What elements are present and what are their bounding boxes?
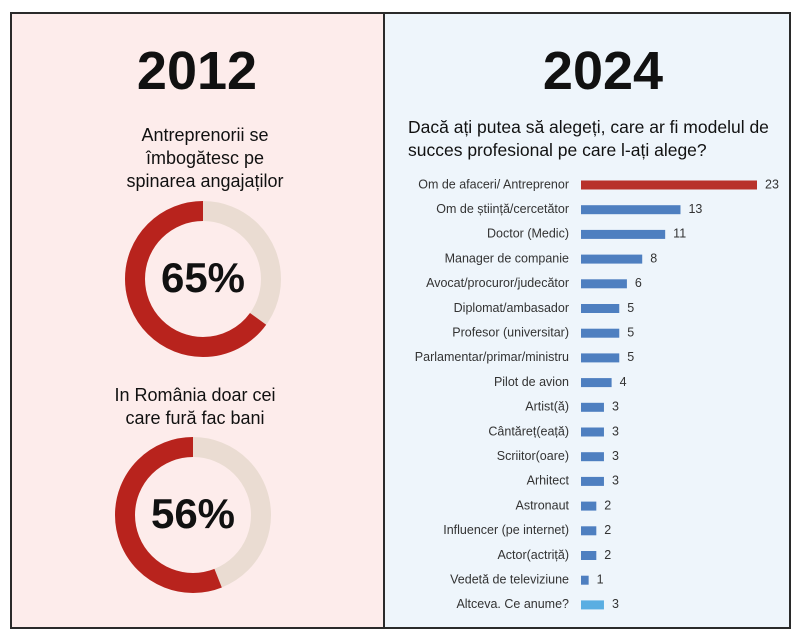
value-label: 1 — [597, 572, 604, 586]
year-heading: 2012 — [136, 41, 258, 101]
value-label: 23 — [765, 177, 779, 191]
value-label: 13 — [688, 202, 702, 216]
bar — [581, 378, 612, 388]
category-label: Astronaut — [515, 498, 569, 512]
bar — [581, 551, 597, 560]
bar — [581, 205, 681, 215]
value-label: 5 — [627, 350, 634, 364]
value-label: 3 — [612, 449, 619, 463]
bar — [581, 526, 597, 536]
category-label: Diplomat/ambasador — [454, 301, 569, 315]
donut-title: Antreprenorii se îmbogătesc pe spinarea … — [126, 125, 284, 191]
value-label: 2 — [604, 523, 611, 537]
donut-label: 56% — [151, 490, 235, 537]
value-label: 5 — [627, 301, 634, 315]
bar — [581, 328, 620, 338]
category-label: Arhitect — [527, 474, 570, 488]
category-label: Om de afaceri/ Antreprenor — [418, 177, 569, 191]
bar — [581, 229, 666, 239]
value-label: 3 — [612, 400, 619, 414]
value-label: 11 — [673, 227, 686, 241]
category-label: Influencer (pe internet) — [443, 523, 569, 537]
bar-title: Dacă ați putea să alegeți, care ar fi mo… — [408, 117, 769, 160]
category-label: Scriitor(oare) — [497, 449, 569, 463]
right-panel — [383, 12, 791, 629]
bar — [581, 304, 620, 313]
bar — [581, 279, 627, 289]
bar — [581, 427, 604, 437]
value-label: 2 — [604, 498, 611, 512]
category-label: Vedetă de televiziune — [450, 572, 569, 586]
donut-segment — [115, 437, 271, 593]
category-label: Om de știință/cercetător — [436, 202, 569, 216]
bar — [581, 575, 589, 585]
value-label: 4 — [620, 375, 627, 389]
donut-title: In România doar cei care fură fac bani — [114, 385, 276, 428]
category-label: Actor(actriță) — [497, 548, 569, 562]
bar — [581, 452, 604, 462]
category-label: Parlamentar/primar/ministru — [415, 350, 569, 364]
value-label: 3 — [612, 474, 619, 488]
category-label: Doctor (Medic) — [487, 227, 569, 241]
value-label: 3 — [612, 597, 619, 611]
value-label: 2 — [604, 548, 611, 562]
bar — [581, 402, 604, 412]
category-label: Pilot de avion — [494, 375, 569, 389]
value-label: 8 — [650, 251, 657, 265]
value-label: 5 — [627, 325, 634, 339]
category-label: Manager de companie — [445, 251, 569, 265]
bar — [581, 353, 620, 363]
left-panel — [10, 12, 385, 629]
donut-segment — [125, 201, 281, 357]
category-label: Cântăreț(eață) — [488, 424, 569, 438]
donut-label: 65% — [161, 254, 245, 301]
bar — [581, 600, 604, 610]
bar — [581, 180, 757, 190]
value-label: 6 — [635, 276, 642, 290]
category-label: Artist(ă) — [525, 400, 569, 414]
category-label: Profesor (universitar) — [452, 325, 569, 339]
bar — [581, 476, 604, 486]
value-label: 3 — [612, 424, 619, 438]
category-label: Altceva. Ce anume? — [456, 597, 569, 611]
bar — [581, 501, 597, 511]
year-heading: 2024 — [542, 41, 664, 101]
bar — [581, 254, 643, 264]
category-label: Avocat/procuror/judecător — [426, 276, 569, 290]
